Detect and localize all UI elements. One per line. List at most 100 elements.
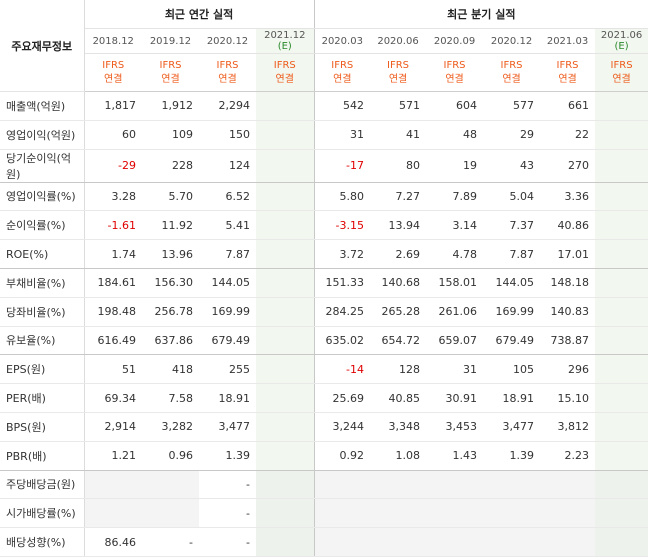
- value-cell: 661: [540, 91, 596, 121]
- value-cell: 40.85: [370, 383, 427, 413]
- value-cell: 140.68: [370, 268, 427, 298]
- value-cell: 144.05: [199, 268, 256, 298]
- row-label: 순이익률(%): [0, 210, 85, 241]
- value-cell: 679.49: [483, 326, 541, 356]
- value-cell: [595, 182, 648, 212]
- value-cell: [256, 354, 315, 385]
- table-row: 영업이익(억원) 60 109 150 31 41 48 29 22: [0, 120, 648, 150]
- value-cell: 3.36: [540, 182, 596, 212]
- value-cell: 5.04: [483, 182, 541, 212]
- table-row: BPS(원) 2,914 3,282 3,477 3,244 3,348 3,453 3,47…: [0, 412, 648, 442]
- row-label: ROE(%): [0, 239, 85, 269]
- value-cell: [595, 149, 648, 183]
- value-cell: [370, 527, 427, 557]
- value-cell: [142, 470, 199, 500]
- value-cell: 13.94: [370, 210, 427, 241]
- value-cell: [540, 498, 596, 529]
- value-cell: 43: [483, 149, 541, 183]
- value-cell: [595, 383, 648, 413]
- ifrs-header-row: IFRS 연결 IFRS 연결 IFRS 연결 IFRS 연결 IFRS 연결 IFRS 연결 IFRS…: [0, 53, 648, 92]
- row-label: 시가배당률(%): [0, 498, 85, 529]
- ifrs-bottom: 연결: [104, 73, 123, 85]
- value-cell: 3.14: [426, 210, 484, 241]
- value-cell: 2.23: [540, 441, 596, 471]
- value-cell: 18.91: [199, 383, 256, 413]
- ifrs-top: IFRS: [331, 59, 354, 71]
- period-header: 2019.12: [142, 28, 199, 54]
- ifrs-basis-label: IFRS 연결: [84, 53, 142, 92]
- table-row: 배당성향(%) 86.46- -: [0, 527, 648, 557]
- ifrs-basis-label: IFRS 연결: [595, 53, 648, 92]
- value-cell: 48: [426, 120, 484, 150]
- value-cell: [595, 120, 648, 150]
- value-cell: [595, 354, 648, 385]
- value-cell: [595, 498, 648, 529]
- value-cell: [84, 498, 142, 529]
- period-label: 2021.12: [264, 30, 306, 41]
- table-row: PBR(배) 1.21 0.96 1.39 0.92 1.08 1.43 1.39 2.23: [0, 441, 648, 471]
- value-cell: 17.01: [540, 239, 596, 269]
- value-cell: -3.15: [314, 210, 371, 241]
- ifrs-basis-label: IFRS 연결: [483, 53, 541, 92]
- value-cell: [256, 239, 315, 269]
- ifrs-basis-label: IFRS 연결: [256, 53, 315, 92]
- value-cell: [595, 412, 648, 442]
- row-label: 부채비율(%): [0, 268, 85, 298]
- value-cell: [426, 527, 484, 557]
- value-cell: 156.30: [142, 268, 199, 298]
- value-cell: 15.10: [540, 383, 596, 413]
- value-cell: 105: [483, 354, 541, 385]
- value-cell: 1,817: [84, 91, 142, 121]
- value-cell: 2,294: [199, 91, 256, 121]
- value-cell: 3,477: [199, 412, 256, 442]
- value-cell: 3.28: [84, 182, 142, 212]
- table-row: 당기순이익(억원) -29 228 124 -17 80 19 43 270: [0, 149, 648, 183]
- value-cell: 60: [84, 120, 142, 150]
- value-cell: 198.48: [84, 297, 142, 327]
- value-cell: 296: [540, 354, 596, 385]
- value-cell: 659.07: [426, 326, 484, 356]
- value-cell: 228: [142, 149, 199, 183]
- value-cell: 7.58: [142, 383, 199, 413]
- estimate-marker: (E): [277, 41, 292, 52]
- value-cell: -1.61: [84, 210, 142, 241]
- value-cell: 265.28: [370, 297, 427, 327]
- value-cell: 25.69: [314, 383, 371, 413]
- ifrs-basis-label: IFRS 연결: [370, 53, 427, 92]
- value-cell: [256, 383, 315, 413]
- value-cell: 22: [540, 120, 596, 150]
- value-cell: 604: [426, 91, 484, 121]
- value-cell: [595, 239, 648, 269]
- value-cell: 31: [314, 120, 371, 150]
- table-row: 영업이익률(%) 3.28 5.70 6.52 5.80 7.27 7.89 5.04 3.36: [0, 182, 648, 212]
- financial-rows: 매출액(억원) 1,817 1,912 2,294 542 571 604 577 661 영업이…: [0, 91, 648, 557]
- value-cell: 2.69: [370, 239, 427, 269]
- value-cell: [314, 470, 371, 500]
- value-cell: [256, 210, 315, 241]
- value-cell: 7.87: [483, 239, 541, 269]
- row-label: 당기순이익(억원): [0, 149, 85, 183]
- value-cell: -: [142, 527, 199, 557]
- value-cell: 158.01: [426, 268, 484, 298]
- value-cell: 255: [199, 354, 256, 385]
- value-cell: [256, 470, 315, 500]
- value-cell: 1.21: [84, 441, 142, 471]
- period-header: 2020.09: [426, 28, 484, 54]
- ifrs-top: IFRS: [159, 59, 182, 71]
- value-cell: 69.34: [84, 383, 142, 413]
- value-cell: [540, 470, 596, 500]
- value-cell: 169.99: [199, 297, 256, 327]
- value-cell: 0.92: [314, 441, 371, 471]
- value-cell: 1.74: [84, 239, 142, 269]
- value-cell: [595, 268, 648, 298]
- value-cell: [540, 527, 596, 557]
- value-cell: 654.72: [370, 326, 427, 356]
- value-cell: -17: [314, 149, 371, 183]
- value-cell: 151.33: [314, 268, 371, 298]
- value-cell: 635.02: [314, 326, 371, 356]
- value-cell: 0.96: [142, 441, 199, 471]
- ifrs-bottom: 연결: [612, 73, 631, 85]
- value-cell: 616.49: [84, 326, 142, 356]
- value-cell: [426, 470, 484, 500]
- period-header: 2021.03: [540, 28, 596, 54]
